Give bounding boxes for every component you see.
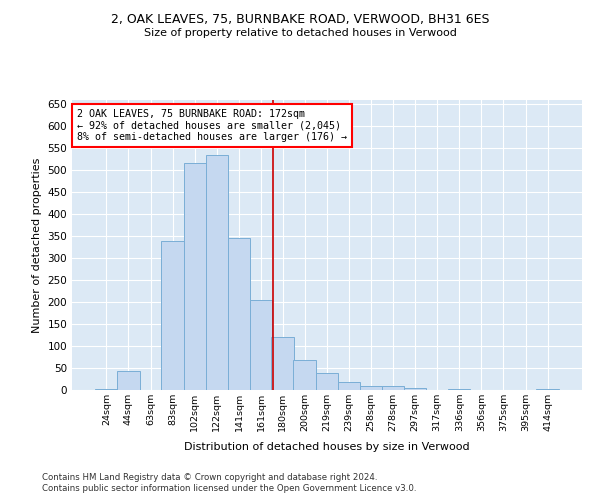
Bar	[359, 386, 382, 390]
Bar	[250, 300, 272, 390]
Bar	[316, 374, 338, 390]
Text: Contains HM Land Registry data © Crown copyright and database right 2024.: Contains HM Land Registry data © Crown c…	[42, 472, 377, 482]
Bar	[184, 163, 206, 390]
Bar	[382, 386, 404, 390]
Bar	[448, 389, 470, 390]
Text: Size of property relative to detached houses in Verwood: Size of property relative to detached ho…	[143, 28, 457, 38]
Text: Contains public sector information licensed under the Open Government Licence v3: Contains public sector information licen…	[42, 484, 416, 493]
Bar	[95, 388, 118, 390]
Text: 2 OAK LEAVES, 75 BURNBAKE ROAD: 172sqm
← 92% of detached houses are smaller (2,0: 2 OAK LEAVES, 75 BURNBAKE ROAD: 172sqm ←…	[77, 108, 347, 142]
Bar	[404, 388, 426, 390]
Bar	[117, 371, 140, 390]
Bar	[338, 382, 360, 390]
Bar	[228, 238, 250, 390]
Bar	[271, 338, 294, 390]
Bar	[206, 155, 228, 390]
Text: Distribution of detached houses by size in Verwood: Distribution of detached houses by size …	[184, 442, 470, 452]
Y-axis label: Number of detached properties: Number of detached properties	[32, 158, 42, 332]
Bar	[536, 388, 559, 390]
Bar	[293, 360, 316, 390]
Bar	[161, 241, 184, 390]
Text: 2, OAK LEAVES, 75, BURNBAKE ROAD, VERWOOD, BH31 6ES: 2, OAK LEAVES, 75, BURNBAKE ROAD, VERWOO…	[111, 12, 489, 26]
